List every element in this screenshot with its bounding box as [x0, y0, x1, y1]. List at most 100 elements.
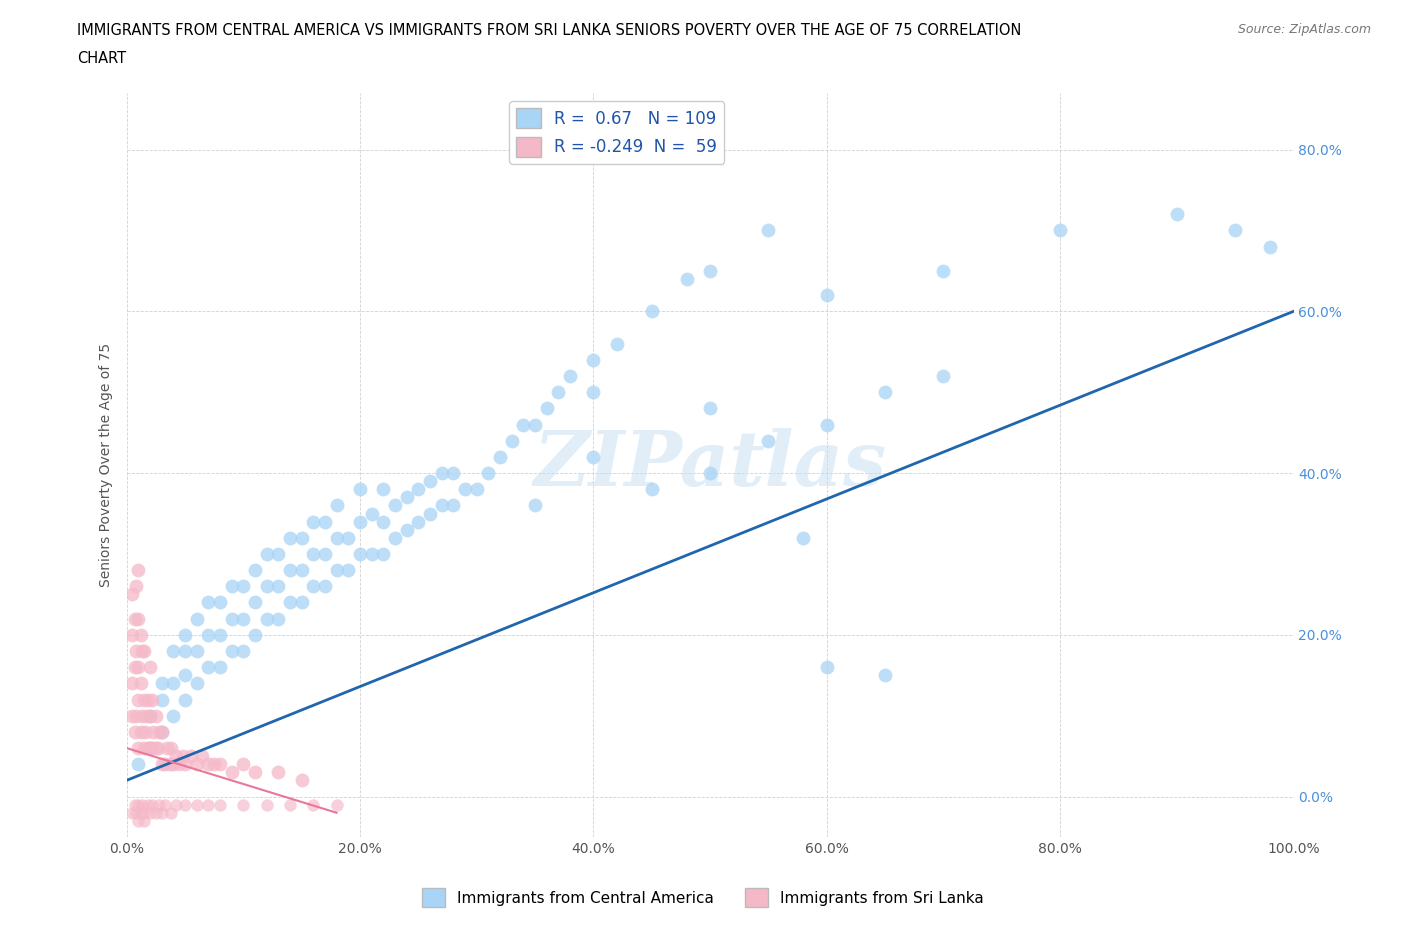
Point	[408, 482, 430, 497]
Point	[162, 644, 184, 658]
Point	[302, 797, 325, 812]
Point	[278, 595, 301, 610]
Point	[465, 482, 488, 497]
Point	[699, 466, 721, 481]
Point	[582, 449, 605, 464]
Point	[208, 797, 231, 812]
Point	[756, 433, 779, 448]
Point	[121, 805, 143, 820]
Point	[314, 578, 336, 593]
Point	[290, 563, 312, 578]
Point	[582, 352, 605, 367]
Point	[125, 578, 148, 593]
Point	[337, 563, 360, 578]
Point	[127, 797, 149, 812]
Point	[430, 498, 453, 512]
Point	[148, 797, 170, 812]
Point	[127, 659, 149, 674]
Point	[160, 740, 183, 755]
Text: ZIPatlas: ZIPatlas	[533, 428, 887, 502]
Point	[419, 506, 441, 521]
Point	[314, 547, 336, 562]
Point	[408, 514, 430, 529]
Point	[325, 797, 347, 812]
Point	[156, 740, 179, 755]
Point	[477, 466, 499, 481]
Point	[132, 644, 155, 658]
Point	[174, 757, 197, 772]
Legend: R =  0.67   N = 109, R = -0.249  N =  59: R = 0.67 N = 109, R = -0.249 N = 59	[509, 101, 724, 164]
Point	[582, 385, 605, 400]
Point	[145, 740, 167, 755]
Point	[131, 709, 153, 724]
Point	[141, 740, 163, 755]
Point	[489, 449, 512, 464]
Point	[127, 740, 149, 755]
Point	[127, 611, 149, 626]
Point	[131, 797, 153, 812]
Point	[150, 805, 173, 820]
Point	[174, 797, 197, 812]
Point	[875, 668, 897, 683]
Point	[232, 644, 254, 658]
Point	[558, 368, 581, 383]
Point	[208, 628, 231, 643]
Point	[208, 659, 231, 674]
Text: Source: ZipAtlas.com: Source: ZipAtlas.com	[1237, 23, 1371, 36]
Point	[349, 514, 371, 529]
Point	[139, 740, 162, 755]
Point	[142, 724, 165, 739]
Point	[197, 757, 219, 772]
Point	[132, 805, 155, 820]
Point	[174, 644, 197, 658]
Point	[932, 368, 955, 383]
Point	[501, 433, 523, 448]
Point	[325, 563, 347, 578]
Point	[162, 676, 184, 691]
Point	[131, 644, 153, 658]
Point	[325, 498, 347, 512]
Point	[132, 814, 155, 829]
Point	[756, 223, 779, 238]
Point	[129, 724, 152, 739]
Point	[145, 709, 167, 724]
Point	[536, 401, 558, 416]
Point	[146, 740, 169, 755]
Point	[256, 611, 278, 626]
Point	[302, 578, 325, 593]
Point	[121, 709, 143, 724]
Point	[174, 628, 197, 643]
Point	[134, 724, 156, 739]
Point	[815, 659, 838, 674]
Point	[419, 473, 441, 488]
Point	[197, 595, 219, 610]
Point	[256, 797, 278, 812]
Point	[243, 563, 266, 578]
Point	[150, 724, 173, 739]
Point	[267, 764, 290, 779]
Point	[512, 418, 534, 432]
Point	[132, 692, 155, 707]
Point	[349, 547, 371, 562]
Point	[121, 587, 143, 602]
Point	[141, 692, 163, 707]
Point	[136, 740, 159, 755]
Point	[547, 385, 569, 400]
Point	[160, 805, 183, 820]
Point	[325, 530, 347, 545]
Y-axis label: Seniors Poverty Over the Age of 75: Seniors Poverty Over the Age of 75	[100, 343, 114, 587]
Point	[180, 749, 202, 764]
Point	[373, 482, 395, 497]
Point	[127, 563, 149, 578]
Point	[132, 740, 155, 755]
Point	[124, 797, 146, 812]
Point	[221, 644, 243, 658]
Point	[243, 628, 266, 643]
Point	[441, 466, 464, 481]
Point	[384, 530, 406, 545]
Point	[232, 578, 254, 593]
Point	[125, 644, 148, 658]
Point	[186, 611, 208, 626]
Text: IMMIGRANTS FROM CENTRAL AMERICA VS IMMIGRANTS FROM SRI LANKA SENIORS POVERTY OVE: IMMIGRANTS FROM CENTRAL AMERICA VS IMMIG…	[77, 23, 1022, 38]
Point	[454, 482, 477, 497]
